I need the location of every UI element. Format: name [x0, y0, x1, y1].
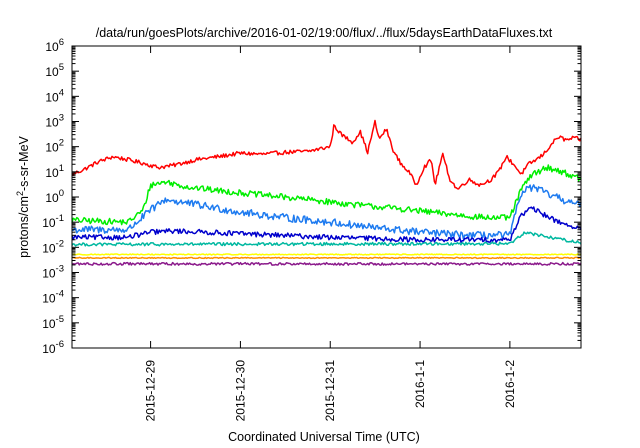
y-tick-label: 102	[45, 138, 64, 155]
chart-title: /data/run/goesPlots/archive/2016-01-02/1…	[96, 26, 553, 40]
y-axis-label-sup: 2	[15, 191, 25, 196]
series-line-4	[71, 206, 582, 243]
x-axis-label: Coordinated Universal Time (UTC)	[228, 430, 420, 444]
series-line-8	[71, 261, 582, 266]
y-tick-label: 103	[45, 113, 64, 130]
y-tick-label: 10-4	[42, 289, 64, 306]
x-tick-label: 2016-1-1	[413, 360, 427, 408]
series-layer	[71, 119, 582, 266]
y-tick-label: 10-3	[42, 264, 64, 281]
x-tick-label: 2016-1-2	[503, 360, 517, 408]
x-axis: 2015-12-29 2015-12-30 2015-12-31 2016-1-1 20…	[144, 46, 517, 421]
y-tick-label: 10-6	[42, 339, 64, 356]
series-line-1	[71, 119, 582, 190]
y-axis-label: protons/cm2-s-sr-MeV	[15, 135, 31, 257]
series-line-7	[71, 256, 582, 260]
y-tick-label: 100	[45, 188, 64, 205]
x-tick-label: 2015-12-29	[144, 360, 158, 422]
series-line-2	[71, 164, 582, 226]
series-line-3	[71, 184, 582, 240]
y-tick-label: 105	[45, 62, 64, 79]
series-line-6	[71, 253, 582, 256]
y-tick-label: 104	[45, 87, 64, 104]
plot-frame	[71, 45, 582, 349]
y-tick-label: 10-1	[42, 213, 64, 230]
x-tick-label: 2015-12-31	[323, 360, 337, 422]
x-tick-label: 2015-12-30	[233, 360, 247, 422]
series-line-5	[71, 231, 582, 247]
y-axis: 10-6 10-5 10-4 10-3 10-2 10-1 100 101 102 103 104 1…	[42, 37, 581, 356]
y-tick-label: 10-2	[42, 238, 64, 255]
y-axis-label-prefix: protons/cm	[17, 196, 31, 258]
y-axis-label-suffix: -s-sr-MeV	[17, 135, 31, 191]
y-tick-label: 10-5	[42, 314, 64, 331]
y-tick-label: 106	[45, 37, 64, 54]
y-tick-label: 101	[45, 163, 64, 180]
